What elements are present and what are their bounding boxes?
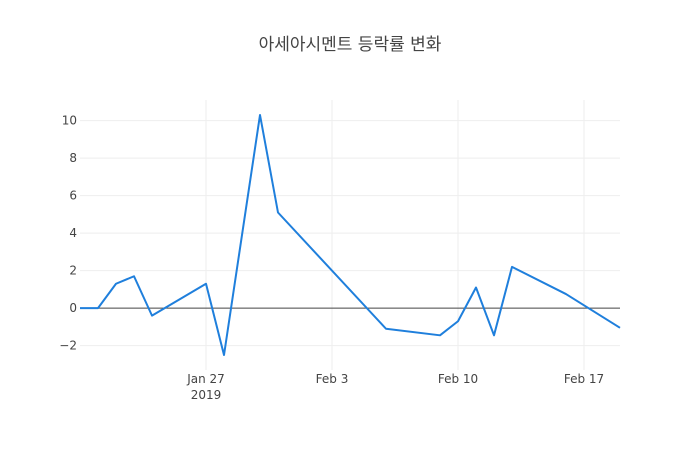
x-tick-label: Jan 27: [186, 372, 225, 386]
y-tick-label: 10: [62, 114, 77, 128]
x-axis-ticks: Jan 27 2019 Feb 3 Feb 10 Feb 17: [186, 372, 604, 402]
grid-layer: [80, 100, 620, 370]
x-tick-label: Feb 10: [438, 372, 478, 386]
y-tick-label: 4: [69, 226, 77, 240]
y-tick-label: 6: [69, 189, 77, 203]
x-tick-label: Feb 3: [316, 372, 349, 386]
x-tick-label: Feb 17: [564, 372, 604, 386]
y-tick-label: 0: [69, 301, 77, 315]
y-tick-label: 2: [69, 264, 77, 278]
series-line: [80, 114, 621, 356]
y-axis-ticks: −2 0 2 4 6 8 10: [59, 114, 77, 353]
chart-title: 아세아시멘트 등락률 변화: [258, 35, 442, 55]
x-tick-sublabel: 2019: [191, 388, 222, 402]
y-tick-label: 8: [69, 151, 77, 165]
y-tick-label: −2: [59, 339, 77, 353]
series-layer: [80, 114, 621, 356]
